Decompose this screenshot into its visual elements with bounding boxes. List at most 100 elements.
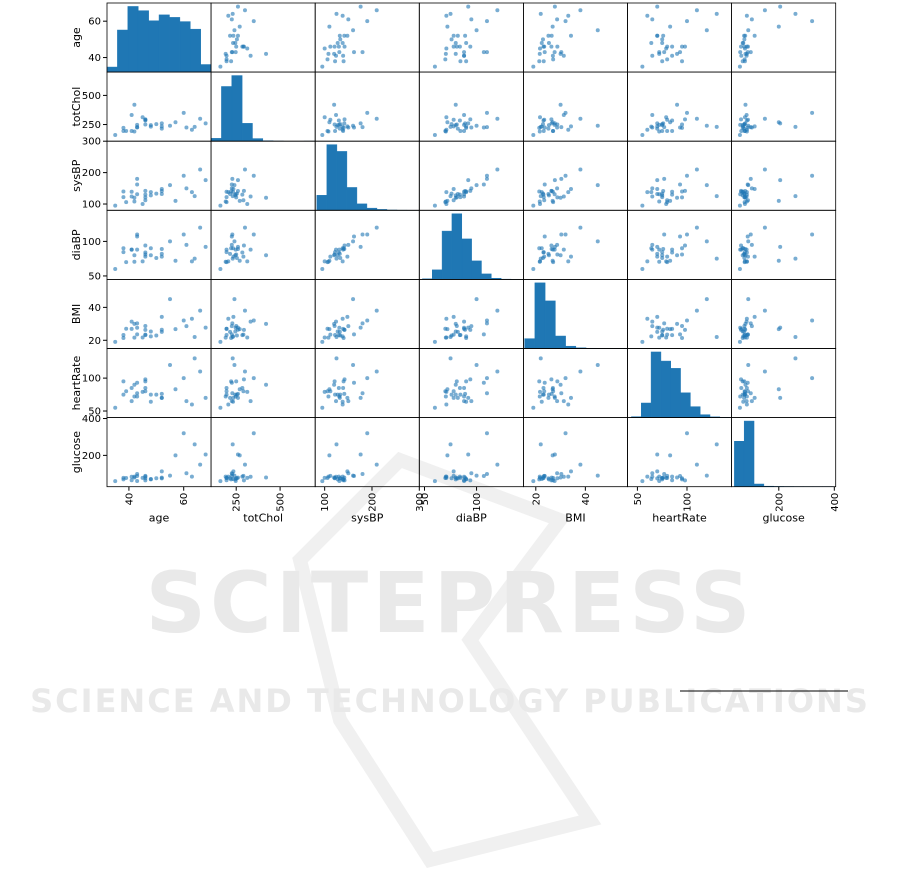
histogram-bar: [232, 76, 242, 142]
scatter-point: [559, 475, 563, 479]
scatter-point: [132, 383, 136, 387]
scatter-point: [743, 322, 747, 326]
scatter-point: [173, 199, 177, 203]
scatter-point: [495, 370, 499, 374]
scatter-point: [168, 474, 172, 478]
scatter-point: [135, 235, 139, 239]
scatter-point: [334, 12, 338, 16]
x-tick-label: 200: [774, 493, 785, 512]
scatter-point: [264, 475, 268, 479]
scatter-point: [243, 309, 247, 313]
scatter-point: [640, 133, 644, 137]
scatter-point: [141, 259, 145, 263]
scatter-point: [452, 45, 456, 49]
scatter-point: [241, 333, 245, 337]
scatter-point: [445, 25, 449, 29]
scatter-point: [113, 133, 117, 137]
scatter-point: [715, 335, 719, 339]
scatter-point: [566, 128, 570, 132]
scatter-point: [341, 259, 345, 263]
watermark-title: SCITEPRESS: [146, 554, 755, 652]
scatter-point: [231, 187, 235, 191]
scatter-point: [569, 469, 573, 473]
scatter-point: [454, 196, 458, 200]
scatter-point: [323, 390, 327, 394]
y-axis-label: BMI: [70, 304, 83, 324]
scatter-point: [454, 52, 458, 56]
scatter-point: [342, 59, 346, 63]
scatter-point: [670, 129, 674, 133]
scatter-point: [113, 267, 117, 271]
scatter-point: [323, 476, 327, 480]
y-axis-label: diaBP: [70, 229, 83, 260]
histogram-bar: [337, 151, 347, 210]
scatter-point: [566, 402, 570, 406]
scatter-point: [345, 469, 349, 473]
scatter-point: [675, 103, 679, 107]
scatter-point: [793, 335, 797, 339]
scatter-point: [657, 260, 661, 264]
y-tick-label: 400: [82, 414, 101, 425]
scatter-point: [320, 65, 324, 69]
scatter-point: [495, 117, 499, 121]
scatter-point: [154, 393, 158, 397]
scatter-point: [149, 253, 153, 257]
scatter-point: [241, 45, 245, 49]
scatter-point: [551, 387, 555, 391]
scatter-point: [135, 479, 139, 483]
scatter-point: [345, 315, 349, 319]
scatter-point: [749, 177, 753, 181]
scatter-point: [542, 118, 546, 122]
x-tick-label: 100: [320, 493, 331, 512]
scatter-point: [739, 117, 743, 121]
x-tick-label: 100: [472, 493, 483, 512]
histogram-bar: [754, 484, 764, 487]
scatter-point: [531, 406, 535, 410]
scatter-point: [252, 232, 256, 236]
scatter-point: [338, 476, 342, 480]
scatter-point: [452, 315, 456, 319]
scatter-point: [352, 235, 356, 239]
scatter-point: [655, 476, 659, 480]
scatter-point: [670, 54, 674, 58]
scatter-point: [245, 202, 249, 206]
scatter-point: [445, 327, 449, 331]
scatter-point: [738, 50, 742, 54]
scatter-point: [640, 340, 644, 344]
scatter-point: [763, 117, 767, 121]
scatter-point: [343, 45, 347, 49]
scatter-point: [749, 321, 753, 325]
scatter-point: [130, 327, 134, 331]
scatter-point: [665, 333, 669, 337]
scatter-point: [741, 379, 745, 383]
scatter-point: [452, 34, 456, 38]
scatter-point: [225, 248, 229, 252]
scatter-point: [341, 14, 345, 18]
scatter-point: [746, 45, 750, 49]
scatter-point: [715, 12, 719, 16]
cell-frame: [315, 72, 419, 141]
scatter-point: [231, 246, 235, 250]
scatter-point: [224, 260, 228, 264]
scatter-point: [345, 255, 349, 259]
scatter-point: [456, 34, 460, 38]
scatter-point: [464, 41, 468, 45]
scatter-point: [466, 326, 470, 330]
scatter-point: [745, 399, 749, 403]
scatter-point: [531, 204, 535, 208]
x-axis-label: glucose: [763, 512, 806, 525]
scatter-point: [173, 120, 177, 124]
y-axis-label: glucose: [70, 431, 83, 474]
scatter-point: [184, 399, 188, 403]
scatter-point: [466, 5, 470, 9]
scatter-point: [454, 41, 458, 45]
scatter-point: [462, 395, 466, 399]
scatter-point: [685, 431, 689, 435]
scatter-point: [564, 376, 568, 380]
scatter-point: [683, 328, 687, 332]
scatter-point: [668, 25, 672, 29]
scatter-point: [753, 124, 757, 128]
scatter-point: [680, 195, 684, 199]
scatter-point: [458, 195, 462, 199]
scatter-point: [149, 330, 153, 334]
